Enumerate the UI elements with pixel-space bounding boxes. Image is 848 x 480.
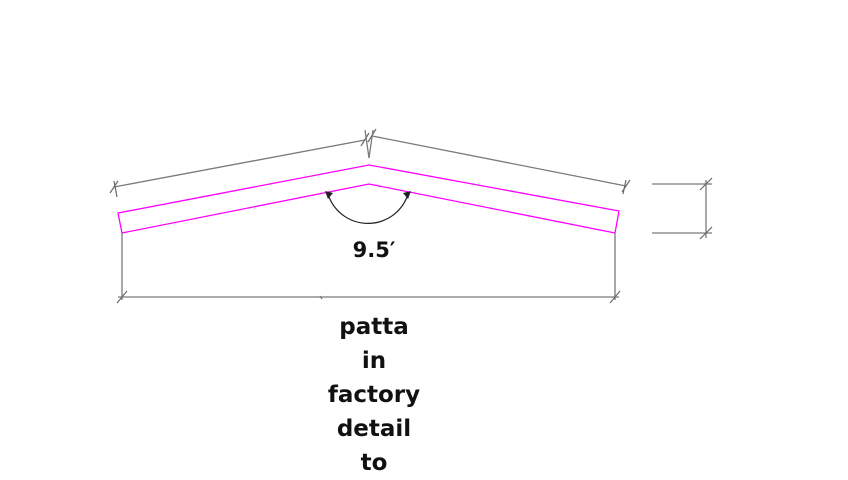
caption-text: patta in factory detail to [274, 310, 474, 480]
overall-width-dimension [116, 290, 621, 304]
apex-angle-indicator [325, 191, 411, 224]
apex-extension-lines [364, 129, 374, 159]
caption-line: in [361, 348, 387, 374]
angle-label: 9.5′ [353, 238, 396, 262]
top-slope-dimension-right [367, 128, 631, 195]
caption-line: patta [339, 314, 409, 340]
caption-line: factory [327, 382, 421, 408]
caption-line: detail [336, 416, 412, 442]
roof-profile-shape [117, 164, 620, 234]
top-slope-dimension-left [109, 132, 370, 198]
caption-line: to [360, 450, 388, 476]
depth-dimension [652, 177, 713, 240]
